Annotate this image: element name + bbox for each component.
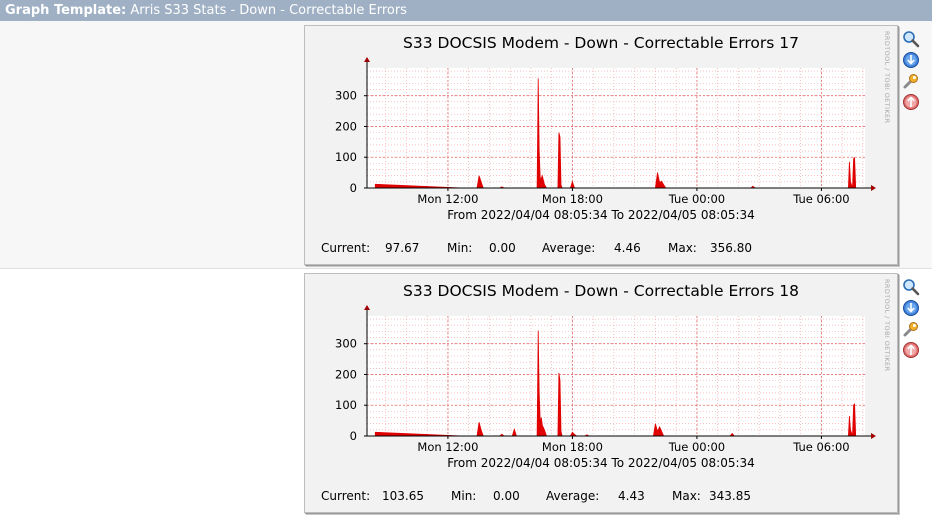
x-tick-label: Tue 06:00: [792, 440, 849, 454]
zoom-icon[interactable]: [902, 278, 920, 296]
graph-svg-17: 0 100 200 300 Mon 12:00 Mon 18:00 Tue 00:00 Tue…: [321, 31, 891, 255]
y-tick-label: 200: [335, 119, 357, 133]
x-axis-arrow: [871, 185, 876, 191]
y-axis-arrow: [364, 57, 370, 62]
legend-average-value: 4.43: [618, 489, 645, 503]
download-icon[interactable]: [902, 51, 920, 69]
legend-min-value: 0.00: [489, 241, 516, 255]
legend-max-value: 356.80: [710, 241, 752, 255]
graph-row-1-spacer: [0, 21, 302, 268]
legend-average-value: 4.46: [614, 241, 641, 255]
edit-wrench-icon[interactable]: [902, 320, 920, 338]
y-tick-label: 0: [350, 429, 357, 443]
y-tick-label: 100: [335, 150, 357, 164]
move-up-icon[interactable]: [902, 93, 920, 111]
graph-svg-18: 0 100 200 300 Mon 12:00 Mon 18:00 Tue 00:00 Tue…: [321, 279, 891, 503]
x-tick-label: Mon 18:00: [542, 192, 603, 206]
y-tick-label: 200: [335, 367, 357, 381]
graph-row-2-spacer: [0, 269, 302, 519]
legend-min-value: 0.00: [493, 489, 520, 503]
y-axis-arrow: [364, 305, 370, 310]
graph-actions-18: [902, 278, 922, 362]
chart-period: From 2022/04/04 08:05:34 To 2022/04/05 0…: [447, 456, 755, 470]
plot-area: [367, 316, 865, 436]
chart-title: S33 DOCSIS Modem - Down - Correctable Er…: [403, 282, 799, 300]
legend-average-label: Average:: [546, 489, 599, 503]
download-icon[interactable]: [902, 299, 920, 317]
legend-current-label: Current:: [321, 489, 370, 503]
graph-image-18[interactable]: 0 100 200 300 Mon 12:00 Mon 18:00 Tue 00:00 Tue…: [304, 273, 898, 513]
graph-template-header: Graph Template: Arris S33 Stats - Down -…: [0, 0, 932, 21]
x-tick-label: Tue 06:00: [792, 192, 849, 206]
x-tick-label: Mon 12:00: [417, 192, 478, 206]
y-tick-label: 300: [335, 337, 357, 351]
x-tick-label: Mon 12:00: [417, 440, 478, 454]
x-tick-label: Tue 00:00: [668, 192, 725, 206]
zoom-icon[interactable]: [902, 30, 920, 48]
legend-min-label: Min:: [447, 241, 472, 255]
legend-current-value: 97.67: [385, 241, 419, 255]
y-tick-label: 300: [335, 89, 357, 103]
x-axis-arrow: [871, 433, 876, 439]
graph-image-17[interactable]: 0 100 200 300 Mon 12:00 Mon 18:00 Tue 00:00 Tue…: [304, 25, 898, 265]
plot-area: [367, 68, 865, 188]
legend-average-label: Average:: [542, 241, 595, 255]
legend-min-label: Min:: [451, 489, 476, 503]
edit-wrench-icon[interactable]: [902, 72, 920, 90]
y-tick-label: 0: [350, 181, 357, 195]
legend-current-value: 103.65: [382, 489, 424, 503]
rrdtool-watermark: RRDTOOL / TOBI OETIKER: [883, 31, 891, 124]
legend-max-label: Max:: [668, 241, 697, 255]
chart-title: S33 DOCSIS Modem - Down - Correctable Er…: [403, 34, 799, 52]
rrdtool-watermark: RRDTOOL / TOBI OETIKER: [883, 279, 891, 372]
x-tick-label: Mon 18:00: [542, 440, 603, 454]
legend-current-label: Current:: [321, 241, 370, 255]
x-tick-label: Tue 00:00: [668, 440, 725, 454]
legend-max-value: 343.85: [709, 489, 751, 503]
graph-actions-17: [902, 30, 922, 114]
chart-period: From 2022/04/04 08:05:34 To 2022/04/05 0…: [447, 208, 755, 222]
legend-max-label: Max:: [672, 489, 701, 503]
header-template-name: Arris S33 Stats - Down - Correctable Err…: [130, 3, 407, 18]
header-label: Graph Template:: [5, 3, 127, 18]
move-up-icon[interactable]: [902, 341, 920, 359]
y-tick-label: 100: [335, 398, 357, 412]
